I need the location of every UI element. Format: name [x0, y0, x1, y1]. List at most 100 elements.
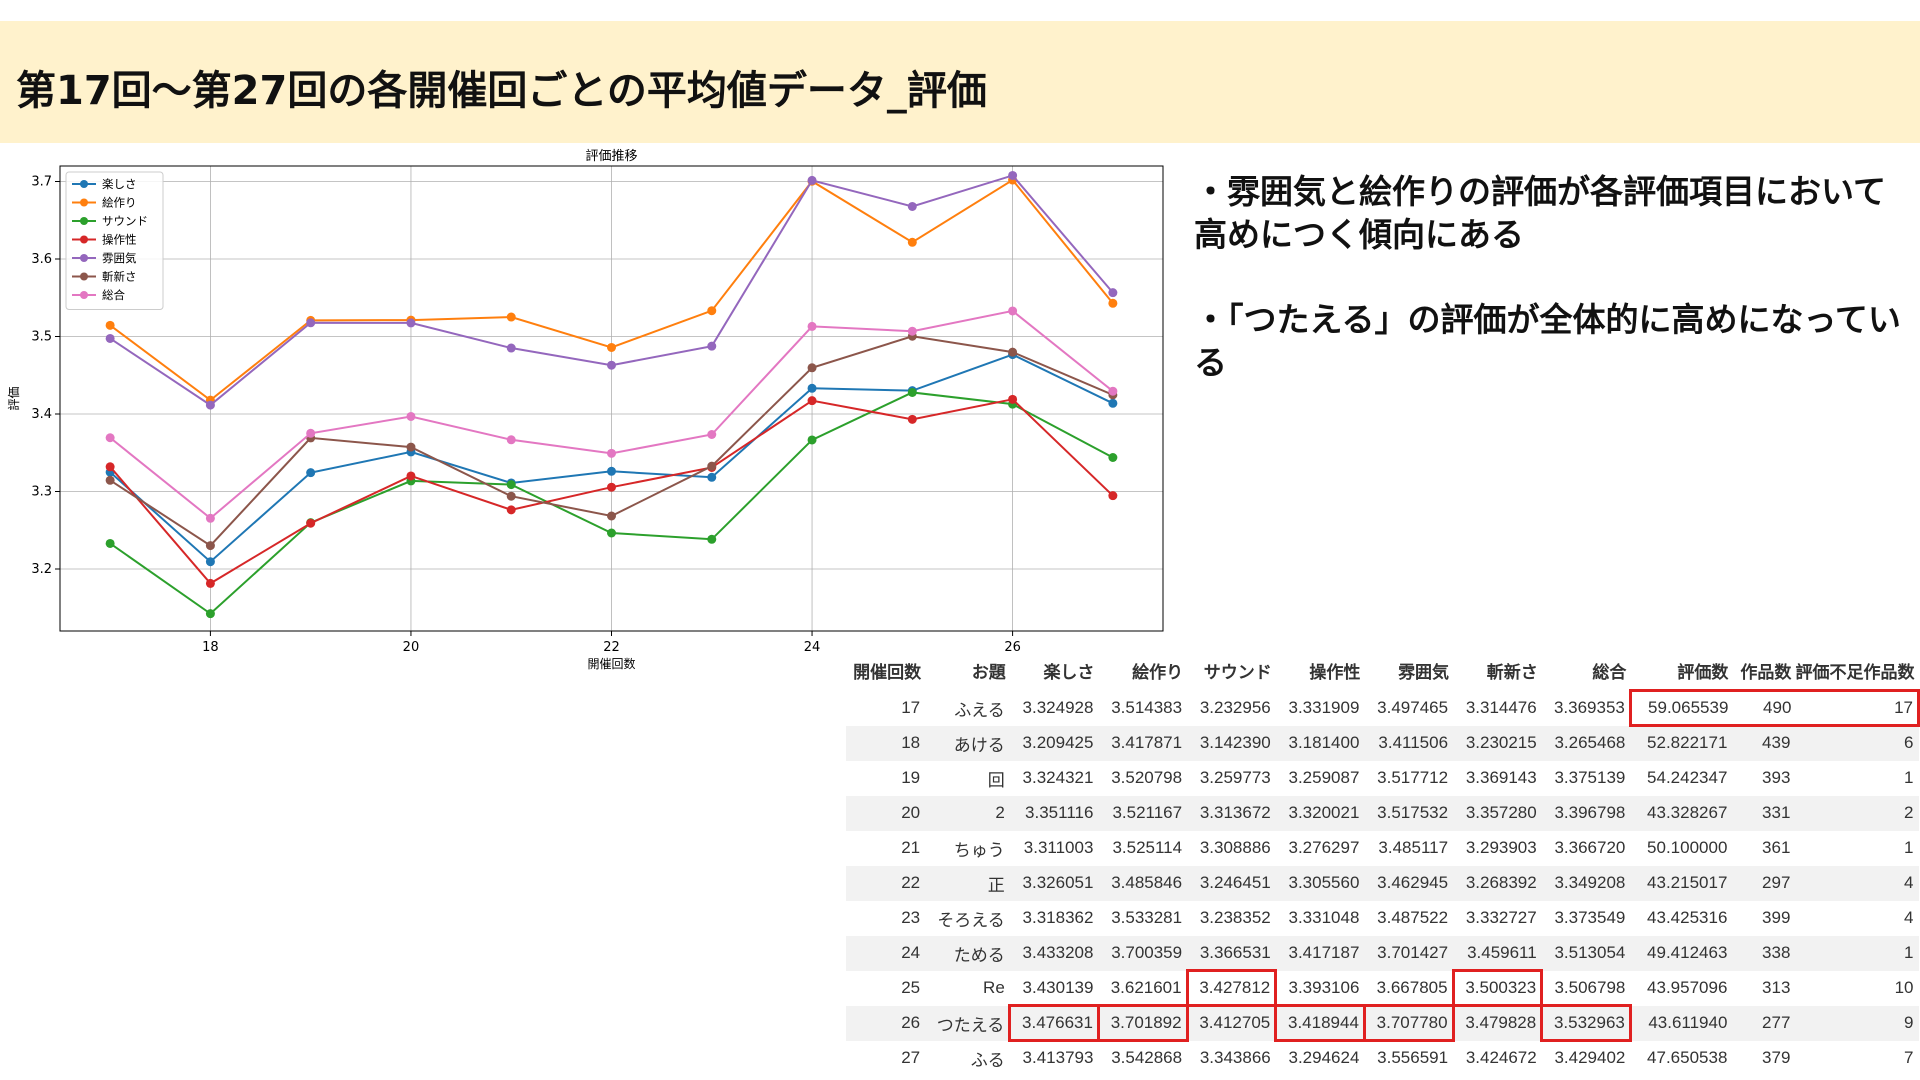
data-point: [707, 429, 717, 439]
bullet-1: ・雰囲気と絵作りの評価が各評価項目において高めにつく傾向にある: [1194, 172, 1887, 254]
x-tick-label: 20: [403, 640, 420, 655]
table-cell: つたえる: [925, 1005, 1010, 1041]
data-point: [506, 505, 516, 515]
x-tick-label: 18: [202, 640, 219, 655]
table-cell: 3.525114: [1112, 838, 1183, 857]
commentary: ・雰囲気と絵作りの評価が各評価項目において高めにつく傾向にある ・「つたえる」の…: [1194, 170, 1914, 426]
data-point: [205, 557, 215, 567]
table-cell: 3.305560: [1275, 865, 1365, 901]
table-cell: 17: [1795, 689, 1920, 727]
table-cell: 439: [1732, 725, 1796, 761]
table-cell: 3.320021: [1275, 795, 1365, 831]
data-point: [907, 414, 917, 424]
table-cell: 27: [901, 1048, 921, 1067]
table-header-cell: 総合: [1541, 651, 1631, 691]
table-cell: 3.357280: [1453, 795, 1542, 831]
table-cell: 3.259773: [1199, 768, 1271, 787]
table-cell: 297: [1732, 865, 1796, 901]
table-cell: 3.429402: [1554, 1048, 1626, 1068]
table-cell: 3.369143: [1465, 768, 1537, 787]
legend-label: 雰囲気: [102, 251, 137, 265]
table-row: 23 そろえる 3.318362 3.533281 3.238352 3.331048 3.…: [846, 901, 1919, 936]
table-cell: 3.142390: [1187, 725, 1276, 761]
table-cell: 3.308886: [1199, 838, 1271, 857]
table-cell: 43.425316: [1647, 908, 1728, 927]
y-tick-label: 3.4: [31, 407, 52, 422]
data-point: [607, 528, 616, 538]
data-point: [105, 475, 115, 485]
table-cell: 3.542868: [1111, 1048, 1183, 1068]
table-cell: 47.650538: [1647, 1048, 1728, 1067]
data-point: [607, 360, 616, 370]
table-cell: 3.181400: [1275, 725, 1365, 761]
table-cell: 22: [846, 865, 926, 901]
data-point: [607, 482, 616, 492]
table-row: 26 つたえる 3.476631 3.701892 3.412705 3.418944 3.…: [846, 1004, 1919, 1042]
table-cell: 393: [1762, 768, 1791, 787]
table-cell: 24: [846, 935, 926, 971]
y-tick-label: 3.5: [31, 330, 52, 345]
data-point: [607, 466, 616, 476]
table-cell: 59.065539: [1628, 689, 1733, 727]
table-cell: 3.351116: [1009, 795, 1099, 831]
table-cell: 3.268392: [1453, 865, 1542, 901]
legend-swatch-marker: [80, 235, 88, 244]
data-point: [105, 433, 115, 443]
table-cell: 43.215017: [1630, 865, 1733, 901]
y-tick-label: 3.3: [31, 485, 52, 500]
table-cell: 3.514383: [1111, 698, 1183, 717]
table-header-cell: 作品数: [1732, 651, 1796, 691]
data-point: [707, 534, 717, 544]
table-header-cell: 楽しさ: [1009, 651, 1099, 691]
table-cell: 4: [1904, 908, 1914, 927]
y-tick-label: 3.6: [31, 252, 52, 267]
table-cell: 3.369353: [1553, 698, 1625, 717]
table-header-cell: 絵作り: [1098, 651, 1188, 691]
table-cell: 2: [925, 795, 1010, 831]
chart-series: [105, 170, 1118, 619]
table-cell: 7: [1904, 1048, 1914, 1067]
table-cell: 3.462945: [1364, 865, 1454, 901]
table-cell: 3.707780: [1362, 1004, 1455, 1042]
data-point: [807, 321, 817, 331]
table-cell: 23: [901, 908, 921, 927]
x-tick-label: 22: [603, 640, 620, 655]
table-cell: 54.242347: [1647, 768, 1728, 787]
data-point: [406, 471, 416, 481]
table-cell: 3.517532: [1364, 795, 1454, 831]
chart-grid: [60, 166, 1163, 631]
table-cell: 379: [1762, 1048, 1791, 1067]
table-cell: 49.412463: [1630, 935, 1733, 971]
data-point: [205, 609, 215, 619]
table-cell: 3.246451: [1187, 865, 1276, 901]
table-cell: 3.513054: [1541, 935, 1631, 971]
plot-frame: [59, 165, 1164, 632]
data-point: [506, 491, 516, 501]
table-cell: 3.332727: [1465, 908, 1537, 927]
table-cell: 3.396798: [1541, 795, 1631, 831]
data-point: [607, 448, 616, 458]
table-cell: 1: [1904, 768, 1914, 787]
data-point: [907, 387, 917, 397]
data-point: [306, 428, 316, 438]
table-cell: 3.373549: [1554, 908, 1626, 927]
table-cell: 3.417871: [1098, 725, 1188, 761]
table-cell: 313: [1762, 978, 1791, 997]
data-point: [607, 342, 616, 352]
data-point: [406, 318, 416, 328]
table-cell: 3.209425: [1009, 725, 1099, 761]
data-point: [105, 333, 115, 343]
data-point: [205, 541, 215, 551]
table-cell: 3.667805: [1376, 977, 1448, 997]
data-point: [807, 435, 817, 445]
legend-label: サウンド: [102, 214, 148, 228]
table-cell: 399: [1762, 908, 1791, 927]
line-chart: 18 20 22 24 263.23.33.43.53.63.7 評価推移 開催回数 評…: [6, 149, 1164, 671]
table-cell: 正: [925, 865, 1010, 901]
table-cell: 26: [846, 1005, 926, 1041]
table-cell: 2: [1795, 795, 1919, 831]
data-point: [506, 312, 516, 322]
x-tick-label: 24: [804, 640, 821, 655]
data-point: [707, 472, 717, 482]
table-header-row: 開催回数 お題 楽しさ 絵作り サウンド 操作性 雰囲気 斬新さ 総合 評価数 作品数 評価不足作品数: [846, 651, 1919, 691]
